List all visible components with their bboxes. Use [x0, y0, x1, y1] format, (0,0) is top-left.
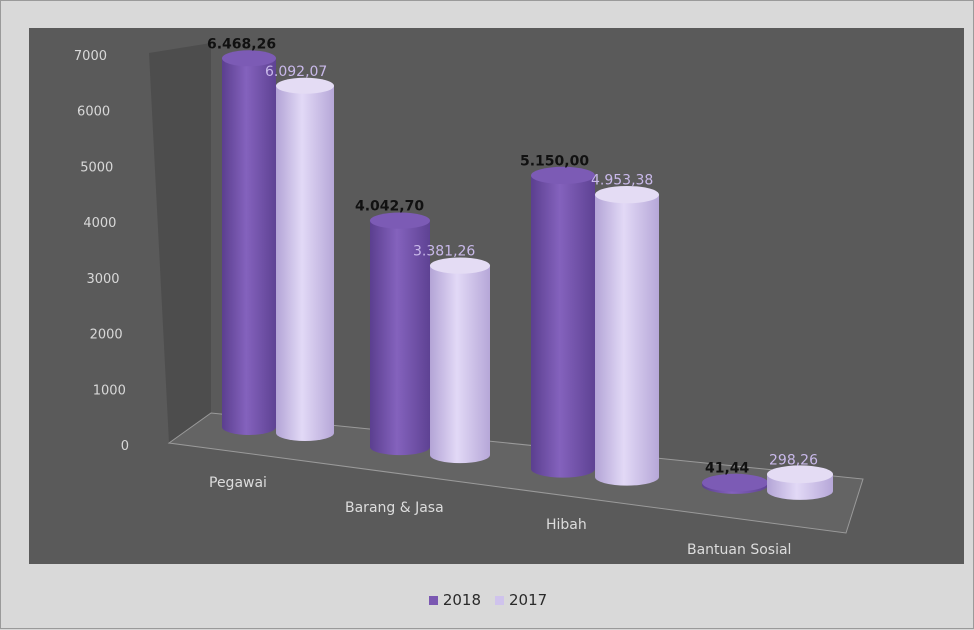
bar-2018-2 — [531, 166, 595, 478]
bar-top — [276, 77, 334, 94]
data-label: 6.468,26 — [207, 36, 276, 52]
data-label: 5.150,00 — [520, 153, 589, 169]
data-label: 3.381,26 — [413, 244, 475, 260]
legend-swatch-2018 — [428, 595, 438, 605]
bar-2018-3 — [702, 473, 768, 494]
x-category-label: Pegawai — [209, 475, 267, 491]
bar-body — [370, 220, 430, 456]
legend-label-2017: 2017 — [509, 591, 548, 609]
bar-2018-1 — [370, 212, 430, 456]
y-tick-label: 3000 — [86, 272, 119, 287]
bar-2017-0 — [276, 77, 334, 441]
data-label: 298,26 — [769, 452, 818, 468]
bar-body — [595, 194, 659, 486]
y-tick-label: 7000 — [74, 49, 107, 64]
y-tick-label: 2000 — [90, 328, 123, 343]
y-tick-label: 4000 — [83, 216, 116, 231]
legend: 2018 2017 — [1, 591, 974, 609]
bar-2017-3 — [767, 465, 833, 500]
chart-floor — [167, 412, 864, 534]
x-category-label: Barang & Jasa — [345, 500, 444, 516]
data-labels: 6.468,26 6.092,07 4.042,70 3.381,26 5.150,00… — [207, 36, 818, 476]
bar-body — [276, 85, 334, 441]
bar-top — [767, 465, 833, 484]
y-tick-label: 0 — [121, 439, 129, 454]
bar-body — [531, 175, 595, 478]
y-tick-label: 1000 — [93, 383, 126, 398]
legend-label-2018: 2018 — [442, 591, 481, 609]
back-wall — [149, 43, 211, 443]
legend-swatch-2017 — [495, 595, 504, 605]
data-label: 4.953,38 — [591, 173, 653, 189]
y-tick-label: 6000 — [77, 105, 110, 120]
y-axis: 0 1000 2000 3000 4000 5000 6000 7000 — [74, 49, 129, 454]
bar-2017-2 — [595, 186, 659, 486]
x-category-label: Hibah — [546, 517, 587, 533]
bars — [222, 50, 833, 500]
bar-top — [702, 473, 768, 492]
data-label: 6.092,07 — [265, 64, 327, 80]
bar-2018-0 — [222, 50, 276, 436]
bar-top — [595, 186, 659, 204]
bar-top — [531, 166, 595, 185]
x-axis: Pegawai Barang & Jasa Hibah Bantuan Sosial — [209, 475, 791, 558]
bar-2017-1 — [430, 257, 490, 464]
x-category-label: Bantuan Sosial — [687, 542, 791, 558]
bar-body — [222, 58, 276, 436]
y-tick-label: 5000 — [80, 160, 113, 175]
bar-top — [222, 50, 276, 67]
bar-body — [430, 265, 490, 464]
bar-top — [370, 212, 430, 229]
data-label: 4.042,70 — [355, 199, 424, 215]
legend-item-2017: 2017 — [495, 591, 547, 609]
data-label: 41,44 — [705, 461, 750, 477]
legend-item-2018: 2018 — [428, 591, 481, 609]
bar-top — [430, 257, 490, 274]
